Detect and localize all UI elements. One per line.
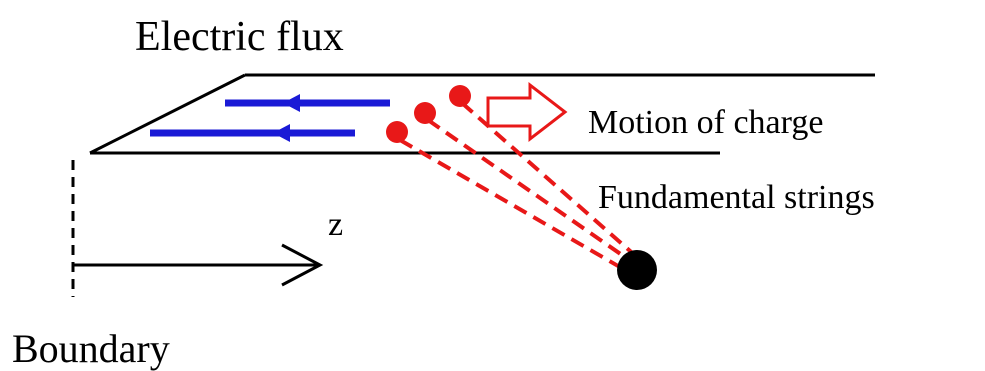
- strings-label: Fundamental strings: [598, 179, 875, 216]
- z-axis: [73, 245, 320, 285]
- motion-arrow: [488, 85, 565, 139]
- axis-label: z: [328, 206, 343, 243]
- diagram: Electric flux Motion of charge Fundament…: [0, 0, 985, 371]
- charges: [386, 85, 471, 143]
- black-hole: [617, 250, 657, 290]
- page: Electric flux Motion of charge Fundament…: [0, 0, 985, 371]
- title: Electric flux: [135, 14, 344, 60]
- flux-arrows: [150, 94, 390, 142]
- motion-label: Motion of charge: [588, 104, 823, 141]
- boundary-label: Boundary: [12, 326, 170, 371]
